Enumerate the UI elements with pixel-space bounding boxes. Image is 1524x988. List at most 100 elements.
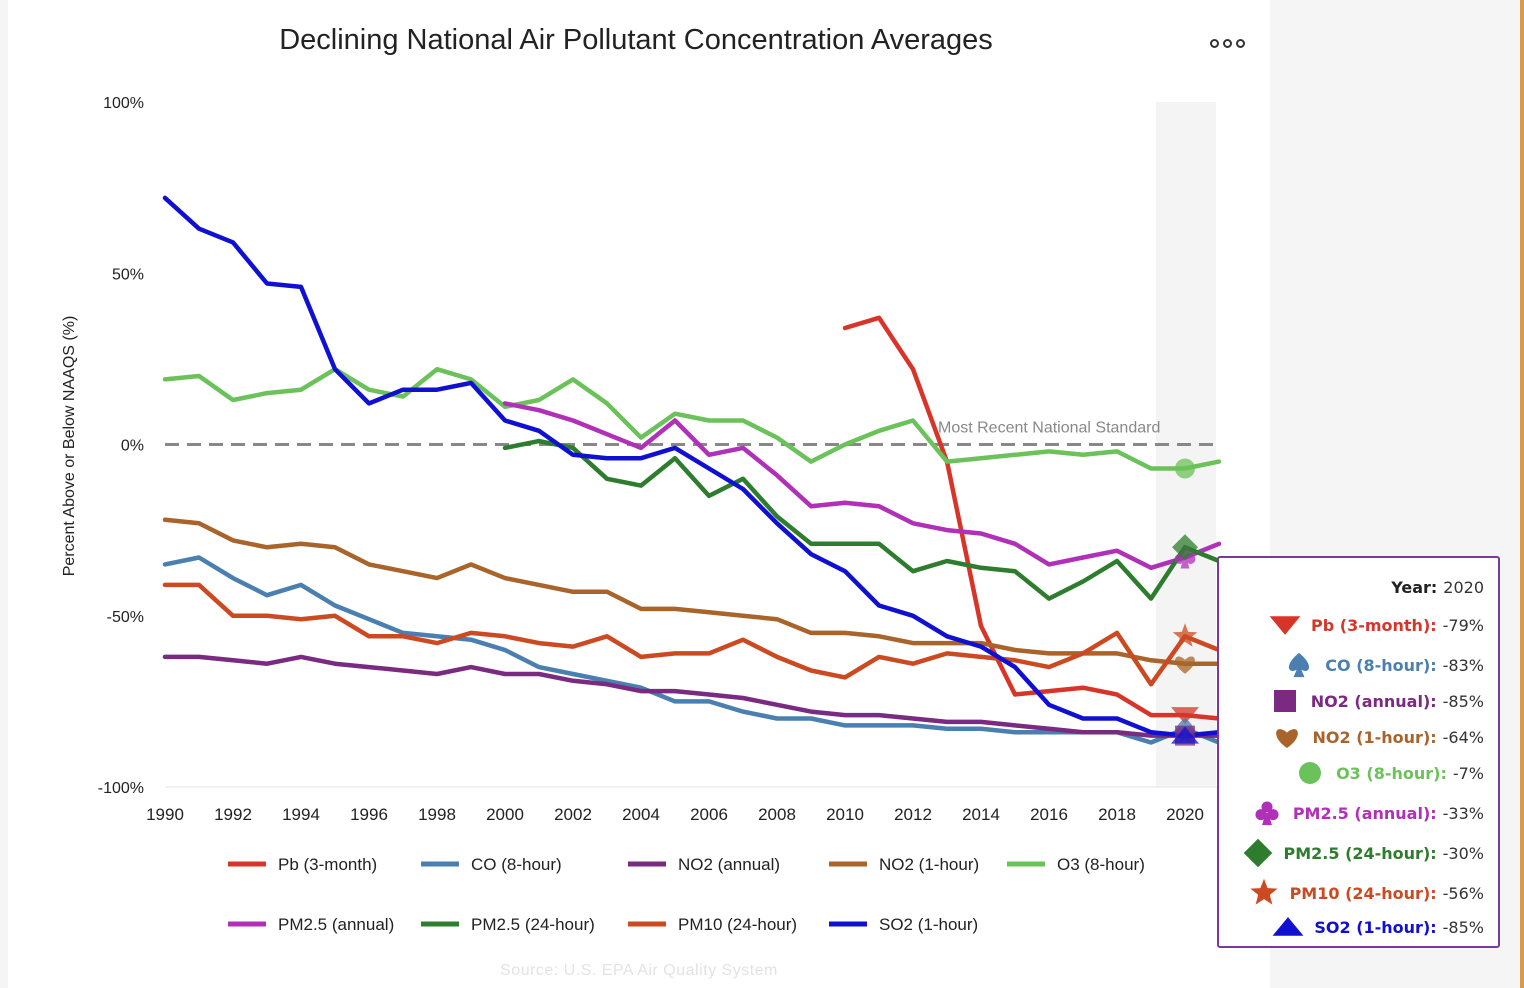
- legend-item[interactable]: NO2 (annual): [628, 855, 780, 874]
- tooltip-row: SO2 (1-hour): -85%: [1268, 912, 1484, 942]
- tooltip-series-label: NO2 (1-hour):: [1312, 727, 1437, 747]
- tooltip-series-value: -56%: [1442, 883, 1484, 903]
- y-tick-label: -50%: [107, 609, 144, 626]
- heart-icon: [1267, 722, 1307, 752]
- square-icon: [1265, 686, 1305, 716]
- tooltip-year-label: Year:: [1391, 578, 1438, 597]
- series-line-pm2-5-24-hour[interactable]: [502, 438, 1222, 601]
- tooltip-series-value: -33%: [1442, 803, 1484, 823]
- x-tick-label: 2010: [826, 805, 864, 824]
- x-tick-label: 2002: [554, 805, 592, 824]
- y-tick-label: 50%: [112, 266, 144, 283]
- window-edge: [1520, 0, 1524, 988]
- tooltip-series-value: -30%: [1442, 843, 1484, 863]
- y-axis-label: Percent Above or Below NAAQS (%): [61, 316, 78, 577]
- legend-label: PM2.5 (annual): [278, 915, 394, 934]
- legend-label: O3 (8-hour): [1057, 855, 1145, 874]
- tooltip-row: PM2.5 (annual): -33%: [1247, 798, 1484, 828]
- tooltip-diamond-icon: [1243, 838, 1272, 868]
- tooltip-row: PM2.5 (24-hour): -30%: [1238, 838, 1484, 868]
- tooltip-row: PM10 (24-hour): -56%: [1244, 878, 1484, 908]
- x-tick-label: 2014: [962, 805, 1000, 824]
- more-horizontal-icon: [1209, 38, 1219, 48]
- tooltip-circle-icon: [1299, 762, 1322, 784]
- x-tick-label: 1992: [214, 805, 252, 824]
- tooltip-triangle-up-icon: [1272, 917, 1304, 936]
- legend-item[interactable]: Pb (3-month): [228, 855, 377, 874]
- triangle-down-icon: [1265, 610, 1305, 640]
- tooltip-series-value: -64%: [1442, 727, 1484, 747]
- legend-label: PM2.5 (24-hour): [471, 915, 595, 934]
- spade-icon: [1279, 650, 1319, 680]
- legend-item[interactable]: PM2.5 (annual): [228, 915, 394, 934]
- x-tick-label: 1990: [146, 805, 184, 824]
- tooltip-row: NO2 (1-hour): -64%: [1267, 722, 1484, 752]
- series-line-no2-annual[interactable]: [162, 654, 1222, 738]
- y-tick-label: 100%: [103, 95, 144, 112]
- x-tick-label: 2000: [486, 805, 524, 824]
- x-tick-label: 2008: [758, 805, 796, 824]
- legend-item[interactable]: O3 (8-hour): [1007, 855, 1145, 874]
- tooltip-series-label: PM2.5 (24-hour):: [1283, 843, 1437, 863]
- series-line-co-8-hour[interactable]: [162, 555, 1222, 745]
- tooltip-year: Year: 2020: [1391, 578, 1484, 597]
- x-tick-label: 1996: [350, 805, 388, 824]
- legend-label: NO2 (1-hour): [879, 855, 979, 874]
- star-icon: [1244, 878, 1284, 908]
- tooltip-spade-icon: [1289, 652, 1310, 678]
- tooltip-series-label: PM10 (24-hour):: [1289, 883, 1437, 903]
- legend-label: SO2 (1-hour): [879, 915, 978, 934]
- tooltip-row: O3 (8-hour): -7%: [1290, 758, 1484, 788]
- source-note: Source: U.S. EPA Air Quality System: [500, 962, 778, 979]
- chart-title: Declining National Air Pollutant Concent…: [279, 24, 993, 56]
- legend-label: PM10 (24-hour): [678, 915, 797, 934]
- x-tick-label: 2012: [894, 805, 932, 824]
- diamond-icon: [1238, 838, 1278, 868]
- series-line-pm2-5-annual[interactable]: [502, 401, 1222, 571]
- x-tick-label: 2006: [690, 805, 728, 824]
- tooltip-series-label: NO2 (annual):: [1310, 691, 1437, 711]
- legend-label: Pb (3-month): [278, 855, 377, 874]
- hover-marker-triangle-up-icon: [1171, 726, 1199, 744]
- more-options-button[interactable]: [1202, 28, 1252, 58]
- tooltip-year-value: 2020: [1443, 578, 1484, 597]
- x-tick-label: 2020: [1166, 805, 1204, 824]
- tooltip-heart-icon: [1275, 729, 1298, 748]
- more-horizontal-icon: [1235, 38, 1245, 48]
- tooltip-series-label: SO2 (1-hour):: [1314, 917, 1437, 937]
- series-line-no2-1-hour[interactable]: [162, 517, 1222, 666]
- tooltip-series-value: -7%: [1452, 763, 1484, 783]
- tooltip-triangle-down-icon: [1269, 616, 1301, 635]
- tooltip-series-label: Pb (3-month):: [1311, 615, 1437, 635]
- legend-item[interactable]: SO2 (1-hour): [829, 915, 978, 934]
- circle-icon: [1290, 758, 1330, 788]
- legend-item[interactable]: PM2.5 (24-hour): [421, 915, 595, 934]
- tooltip-star-icon: [1249, 878, 1278, 905]
- tooltip-row: Pb (3-month): -79%: [1265, 610, 1484, 640]
- tooltip-row: NO2 (annual): -85%: [1265, 686, 1484, 716]
- tooltip-series-value: -79%: [1442, 615, 1484, 635]
- legend-item[interactable]: NO2 (1-hour): [829, 855, 979, 874]
- tooltip-series-value: -83%: [1442, 655, 1484, 675]
- standard-reference-label: Most Recent National Standard: [938, 420, 1160, 437]
- legend-item[interactable]: CO (8-hour): [421, 855, 562, 874]
- tooltip-series-value: -85%: [1442, 691, 1484, 711]
- series-line-pb-3-month[interactable]: [842, 315, 1222, 721]
- tooltip-series-label: O3 (8-hour):: [1336, 763, 1447, 783]
- club-icon: [1247, 798, 1287, 828]
- hover-marker-diamond-icon: [1172, 534, 1198, 561]
- x-tick-label: 2016: [1030, 805, 1068, 824]
- x-tick-label: 2018: [1098, 805, 1136, 824]
- legend-item[interactable]: PM10 (24-hour): [628, 915, 797, 934]
- triangle-up-icon: [1268, 912, 1308, 942]
- hover-marker-triangle-down-icon: [1171, 707, 1199, 725]
- x-tick-label: 1994: [282, 805, 320, 824]
- x-tick-label: 2004: [622, 805, 660, 824]
- chart-card: [8, 0, 1270, 988]
- series-line-pm10-24-hour[interactable]: [162, 582, 1222, 687]
- hover-marker-star-icon: [1172, 623, 1198, 647]
- x-tick-label: 1998: [418, 805, 456, 824]
- tooltip-club-icon: [1255, 801, 1279, 826]
- series-line-so2-1-hour[interactable]: [162, 195, 1222, 738]
